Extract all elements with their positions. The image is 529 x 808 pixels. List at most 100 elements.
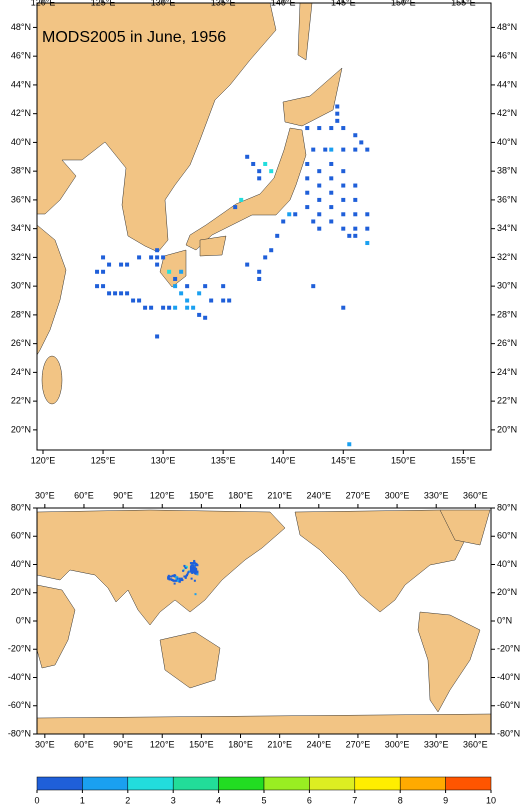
x-tick-label: 60°E [74, 739, 94, 749]
colorbar-label: 2 [125, 795, 130, 805]
observation [305, 190, 310, 195]
observation [155, 334, 160, 339]
observation [353, 183, 358, 188]
y-tick-label: -20°N [8, 644, 31, 654]
observation [107, 262, 112, 267]
colorbar-label: 10 [486, 795, 496, 805]
colorbar-segment [172, 776, 219, 791]
observation [185, 305, 190, 310]
observation [178, 577, 181, 580]
y-tick-label: 20°N [11, 587, 31, 597]
observation [195, 564, 198, 567]
observation [191, 567, 194, 570]
x-tick-label: 270°E [346, 739, 371, 749]
observation [245, 154, 250, 159]
land-top [37, 3, 343, 405]
observation [161, 305, 166, 310]
y-tick-label: 46°N [11, 51, 31, 61]
observation [341, 226, 346, 231]
observation [192, 562, 195, 565]
y-tick-label: 20°N [497, 424, 517, 434]
observation [233, 205, 238, 210]
y-tick-label: 40°N [11, 137, 31, 147]
observation [341, 305, 346, 310]
y-tick-label: -40°N [8, 672, 31, 682]
y-tick-label: 46°N [497, 51, 517, 61]
observation [193, 562, 196, 565]
observation [329, 147, 334, 152]
y-tick-label: 28°N [11, 309, 31, 319]
x-tick-label: 180°E [228, 739, 253, 749]
observation [227, 298, 232, 303]
observation [221, 298, 226, 303]
y-tick-label: 36°N [11, 194, 31, 204]
observation [197, 291, 202, 296]
y-tick-label: 38°N [11, 166, 31, 176]
observation [172, 579, 175, 582]
x-tick-label: 150°E [391, 455, 416, 465]
y-tick-label: 22°N [497, 396, 517, 406]
colorbar-segment [263, 776, 310, 791]
observation [192, 567, 195, 570]
colorbar-label: 1 [80, 795, 85, 805]
observation [293, 212, 298, 217]
observation [196, 571, 199, 574]
observation [191, 571, 194, 574]
x-tick-label: 140°E [271, 0, 296, 7]
colorbar-label: 6 [307, 795, 312, 805]
y-tick-label: -20°N [497, 644, 520, 654]
observation [119, 262, 124, 267]
x-tick-label: 135°E [211, 455, 236, 465]
observation [180, 577, 183, 580]
x-tick-label: 300°E [385, 739, 410, 749]
observation [173, 284, 178, 289]
observation [149, 255, 154, 260]
x-tick-label: 90°E [113, 739, 133, 749]
title-box [40, 24, 240, 50]
observation [174, 579, 177, 582]
observation [189, 567, 192, 570]
colorbar-segment [36, 776, 83, 791]
observation [173, 305, 178, 310]
observation [329, 161, 334, 166]
observation [193, 570, 196, 573]
observation [257, 269, 262, 274]
observation [257, 276, 262, 281]
observation [173, 574, 176, 577]
observation [197, 312, 202, 317]
observation [173, 276, 178, 281]
x-tick-label: 155°E [451, 0, 476, 7]
observation [341, 169, 346, 174]
colorbar-label: 8 [398, 795, 403, 805]
x-tick-label: 60°E [74, 490, 94, 500]
observation [143, 305, 148, 310]
observation [341, 147, 346, 152]
y-tick-label: 26°N [11, 338, 31, 348]
observation [269, 248, 274, 253]
y-tick-label: -80°N [497, 728, 520, 738]
y-tick-label: 40°N [11, 559, 31, 569]
observation [329, 176, 334, 181]
observation [185, 574, 188, 577]
colorbar-segment [218, 776, 265, 791]
colorbar-label: 4 [216, 795, 221, 805]
x-tick-label: 300°E [385, 490, 410, 500]
observation [179, 579, 182, 582]
y-tick-label: 80°N [497, 502, 517, 512]
observation [359, 140, 364, 145]
observation [189, 565, 192, 568]
y-tick-label: 30°N [497, 281, 517, 291]
observation [317, 226, 322, 231]
y-tick-label: -40°N [497, 672, 520, 682]
observation [192, 565, 195, 568]
observation [191, 570, 194, 573]
observation [161, 255, 166, 260]
observation [311, 219, 316, 224]
colorbar-label: 9 [443, 795, 448, 805]
y-tick-label: 38°N [497, 166, 517, 176]
colorbar-segment [445, 776, 492, 791]
observation [311, 284, 316, 289]
observation [347, 442, 352, 447]
y-tick-label: 32°N [11, 252, 31, 262]
